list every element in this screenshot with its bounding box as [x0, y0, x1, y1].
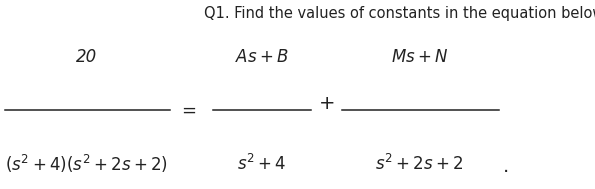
Text: $As+B$: $As+B$	[235, 48, 289, 66]
Text: Q1. Find the values of constants in the equation below: Q1. Find the values of constants in the …	[205, 6, 595, 21]
Text: $(s^2+4)(s^2+2s+2)$: $(s^2+4)(s^2+2s+2)$	[5, 153, 168, 175]
Text: $+$: $+$	[318, 94, 334, 113]
Text: $=$: $=$	[178, 101, 197, 119]
Text: $s^2+4$: $s^2+4$	[237, 154, 286, 174]
Text: 20: 20	[76, 48, 97, 66]
Text: $Ms+N$: $Ms+N$	[391, 48, 448, 66]
Text: .: .	[503, 157, 509, 176]
Text: $s^2+2s+2$: $s^2+2s+2$	[375, 154, 464, 174]
